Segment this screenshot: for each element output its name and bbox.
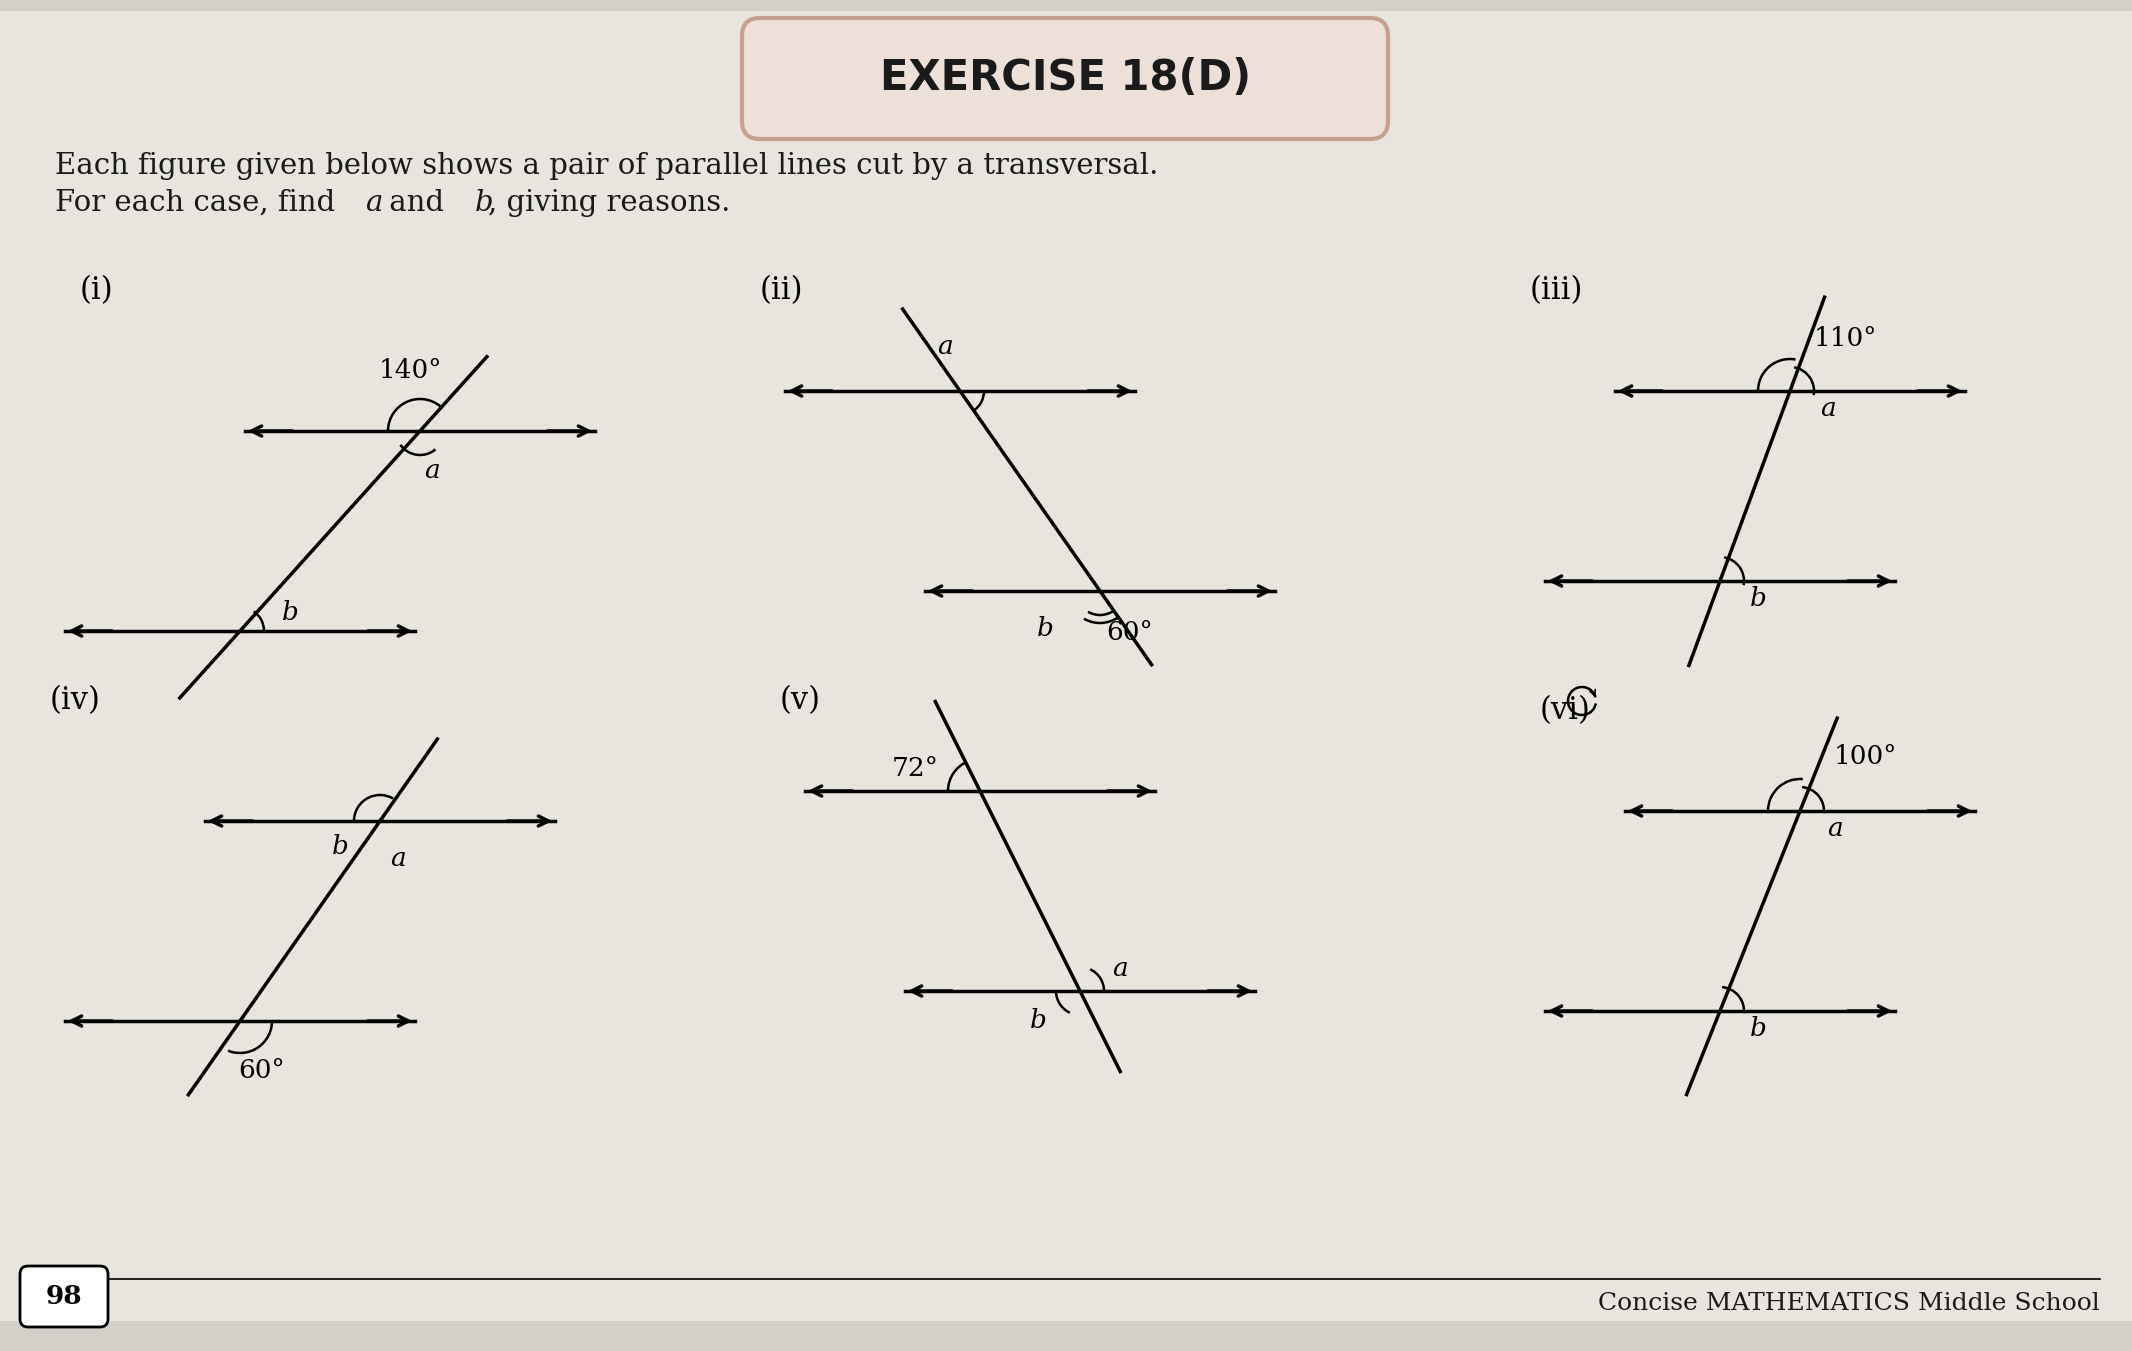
Text: 60°: 60° <box>239 1058 286 1084</box>
Text: 98: 98 <box>45 1283 83 1309</box>
Text: 100°: 100° <box>1834 743 1897 769</box>
Text: (iii): (iii) <box>1531 276 1584 307</box>
Text: (vi): (vi) <box>1539 696 1590 727</box>
Text: For each case, find: For each case, find <box>55 189 345 218</box>
Text: a: a <box>424 458 439 484</box>
Text: a: a <box>1821 396 1836 422</box>
FancyBboxPatch shape <box>742 18 1388 139</box>
Text: Each figure given below shows a pair of parallel lines cut by a transversal.: Each figure given below shows a pair of … <box>55 153 1158 180</box>
Text: (ii): (ii) <box>759 276 804 307</box>
Text: 110°: 110° <box>1814 327 1876 351</box>
Text: b: b <box>475 189 495 218</box>
Text: 60°: 60° <box>1107 620 1153 646</box>
Text: a: a <box>938 334 953 358</box>
FancyBboxPatch shape <box>0 11 2132 1321</box>
Text: 72°: 72° <box>891 757 938 781</box>
Text: Concise MATHEMATICS Middle School: Concise MATHEMATICS Middle School <box>1599 1292 2100 1315</box>
Text: b: b <box>1750 586 1767 612</box>
Text: a: a <box>1113 957 1128 981</box>
Text: 140°: 140° <box>377 358 441 384</box>
Text: a: a <box>1827 816 1842 842</box>
Text: b: b <box>1036 616 1053 642</box>
Text: and: and <box>379 189 454 218</box>
Text: b: b <box>1750 1016 1767 1042</box>
Text: , giving reasons.: , giving reasons. <box>488 189 731 218</box>
Text: a: a <box>390 847 405 871</box>
Text: b: b <box>1030 1008 1047 1034</box>
Text: (iv): (iv) <box>49 685 100 716</box>
Text: b: b <box>333 834 348 858</box>
Text: b: b <box>281 600 298 626</box>
FancyBboxPatch shape <box>19 1266 109 1327</box>
Text: (v): (v) <box>780 685 821 716</box>
Text: (i): (i) <box>81 276 113 307</box>
Text: EXERCISE 18(D): EXERCISE 18(D) <box>881 57 1251 99</box>
Text: a: a <box>365 189 382 218</box>
